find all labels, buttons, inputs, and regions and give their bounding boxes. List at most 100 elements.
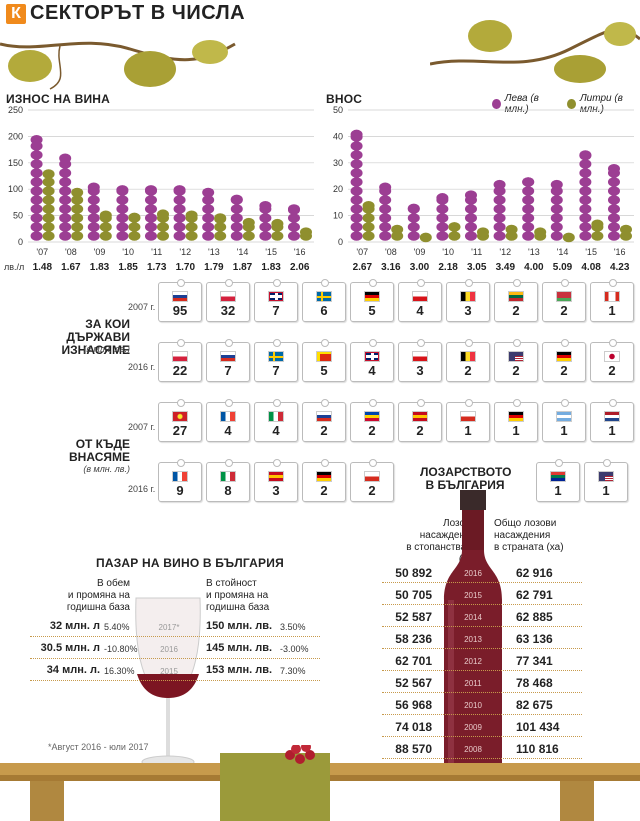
market-volume: 32 млн. л	[49, 620, 100, 632]
flag-nl-icon	[604, 411, 620, 422]
export-tag-2007: 32	[206, 279, 250, 322]
tag-value: 2	[320, 423, 328, 438]
vine-year: 2012	[464, 657, 482, 666]
export-tag-2016: 7	[254, 339, 298, 382]
flag-pl-icon	[172, 351, 188, 362]
vine-total-value: 63 136	[516, 632, 553, 646]
flag-se-icon	[268, 351, 284, 362]
bar-leva	[87, 182, 100, 241]
market-volume: 34 млн. л.	[46, 664, 100, 676]
import-tag-2007: 27	[158, 399, 202, 442]
x-tick-label: '16	[614, 247, 626, 257]
price-label: 1.70	[176, 262, 196, 272]
x-tick-label: '09	[414, 247, 426, 257]
tag-value: 3	[272, 483, 280, 498]
flag-cl-icon	[460, 411, 476, 422]
y-tick-label: 50	[13, 211, 23, 221]
vine-head-right: Общо лозови насаждения в страната (ха)	[494, 518, 584, 554]
tag-value: 27	[172, 423, 188, 438]
flag-ca-icon	[604, 291, 620, 302]
tag-value: 9	[176, 483, 184, 498]
market-year: 2016	[160, 645, 178, 654]
vine-row-divider	[382, 758, 582, 759]
legend-litri: Литри (в млн.)	[579, 93, 623, 115]
y-tick-label: 50	[333, 105, 343, 115]
export-tag-2016: 2	[590, 339, 634, 382]
tag-value: 7	[224, 363, 232, 378]
tag-value: 7	[272, 363, 280, 378]
price-label: 3.49	[496, 262, 516, 272]
flag-de-icon	[556, 351, 572, 362]
tag-value: 5	[320, 363, 328, 378]
vine-row-divider	[382, 604, 582, 605]
vine-right-decoration	[430, 20, 640, 83]
market-volume: 30.5 млн. л	[40, 642, 100, 654]
bar-leva	[230, 194, 243, 241]
x-tick-label: '12	[179, 247, 191, 257]
wine-bottle-illustration	[444, 490, 502, 775]
flag-mk-icon	[172, 411, 188, 422]
vine-year: 2016	[464, 569, 482, 578]
legend-leva: Лева (в млн.)	[504, 93, 539, 115]
market-value-change: 3.50%	[280, 622, 306, 632]
tag-value: 6	[320, 303, 328, 318]
tag-value: 2	[368, 483, 376, 498]
vine-total-value: 78 468	[516, 676, 553, 690]
x-tick-label: '14	[237, 247, 249, 257]
vine-head-left-1: Лозови	[443, 518, 476, 529]
flag-jp-icon	[604, 351, 620, 362]
logo: К	[6, 4, 26, 24]
vine-left-decoration	[0, 40, 236, 90]
vine-head-right-3: в страната (ха)	[494, 542, 564, 553]
x-tick-label: '08	[385, 247, 397, 257]
flag-be-icon	[460, 351, 476, 362]
market-head-right-1: В стойност	[206, 578, 257, 589]
price-label: 1.87	[233, 262, 253, 272]
tag-value: 1	[512, 423, 520, 438]
flag-es-icon	[268, 471, 284, 482]
bar-leva	[144, 185, 157, 241]
bar-leva	[287, 204, 300, 241]
export-tag-2007: 2	[542, 279, 586, 322]
tag-value: 4	[416, 303, 424, 318]
import-tag-2007: 4	[254, 399, 298, 442]
x-tick-label: '13	[528, 247, 540, 257]
export-tag-2016: 7	[206, 339, 250, 382]
tag-value: 4	[368, 363, 376, 378]
x-tick-label: '13	[208, 247, 220, 257]
flag-fr-icon	[220, 411, 236, 422]
y-tick-label: 150	[8, 158, 23, 168]
export-tag-2007: 6	[302, 279, 346, 322]
price-label: 1.79	[204, 262, 224, 272]
bar-litri	[214, 213, 227, 241]
x-tick-label: '07	[356, 247, 368, 257]
vine-year: 2011	[464, 679, 482, 688]
flag-de-icon	[316, 471, 332, 482]
tag-value: 2	[560, 363, 568, 378]
flag-cz-icon	[412, 351, 428, 362]
market-row-divider	[30, 658, 320, 659]
x-tick-label: '11	[471, 247, 482, 257]
x-tick-label: '11	[151, 247, 162, 257]
bar-litri	[562, 232, 575, 243]
import-tag-2007: 2	[398, 399, 442, 442]
market-year: 2017*	[158, 623, 180, 632]
market-head-left: В обем и промяна на годишна база	[60, 578, 130, 614]
flag-md-icon	[364, 411, 380, 422]
tag-value: 1	[608, 303, 616, 318]
flag-us-icon	[598, 471, 614, 482]
vine-farm-value: 50 705	[395, 588, 432, 602]
bar-leva	[173, 185, 186, 241]
y-tick-label: 30	[333, 158, 343, 168]
export-year-2016: 2016 г.	[128, 362, 156, 372]
import-chart-title: ВНОС	[326, 92, 363, 106]
market-value: 145 млн. лв.	[206, 642, 273, 654]
export-tag-2016: 4	[350, 339, 394, 382]
bar-litri	[185, 210, 198, 241]
vine-year: 2014	[464, 613, 482, 622]
tag-value: 2	[512, 303, 520, 318]
bar-leva	[116, 185, 129, 241]
legend-leva-swatch	[492, 99, 501, 109]
flag-ru-icon	[172, 291, 188, 302]
market-head-left-2: и промяна на	[67, 590, 130, 601]
